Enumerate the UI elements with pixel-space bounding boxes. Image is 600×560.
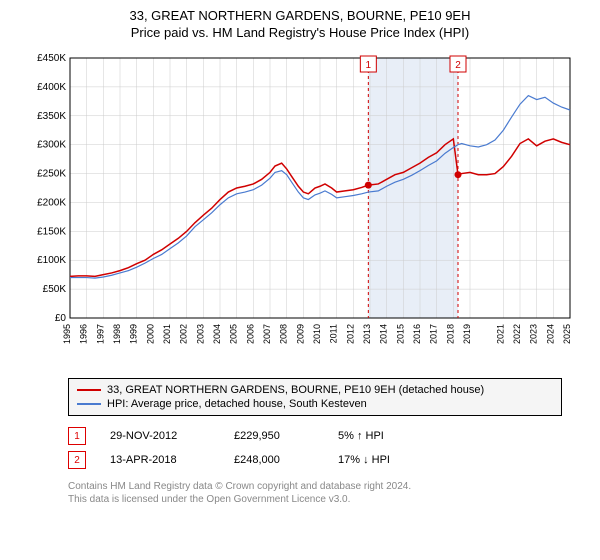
- svg-text:2011: 2011: [329, 324, 339, 343]
- svg-text:2010: 2010: [312, 324, 322, 344]
- svg-text:£400K: £400K: [37, 82, 66, 93]
- price-chart: £0 £50K £100K £150K £200K £250K £300K £350K £400…: [20, 48, 580, 368]
- svg-text:1995: 1995: [62, 324, 72, 344]
- svg-text:2014: 2014: [379, 324, 389, 344]
- legend-row: HPI: Average price, detached house, Sout…: [77, 397, 553, 411]
- chart-title-block: 33, GREAT NORTHERN GARDENS, BOURNE, PE10…: [8, 8, 592, 40]
- svg-text:£50K: £50K: [43, 284, 67, 295]
- legend-swatch: [77, 403, 101, 405]
- svg-text:£450K: £450K: [37, 53, 66, 64]
- title-line2: Price paid vs. HM Land Registry's House …: [8, 25, 592, 40]
- sale-date: 29-NOV-2012: [110, 430, 210, 442]
- svg-text:1998: 1998: [112, 324, 122, 344]
- footer-line1: Contains HM Land Registry data © Crown c…: [68, 480, 562, 493]
- svg-text:£100K: £100K: [37, 255, 66, 266]
- svg-text:1: 1: [366, 60, 372, 71]
- svg-text:2017: 2017: [429, 324, 439, 344]
- footer-note: Contains HM Land Registry data © Crown c…: [68, 480, 562, 506]
- svg-text:2023: 2023: [529, 324, 539, 344]
- svg-text:2022: 2022: [512, 324, 522, 344]
- svg-text:2008: 2008: [279, 324, 289, 344]
- svg-text:2024: 2024: [545, 324, 555, 344]
- sale-row: 2 13-APR-2018 £248,000 17% ↓ HPI: [68, 448, 562, 472]
- svg-text:2003: 2003: [195, 324, 205, 344]
- sale-date: 13-APR-2018: [110, 454, 210, 466]
- svg-text:2013: 2013: [362, 324, 372, 344]
- svg-text:1996: 1996: [79, 324, 89, 344]
- svg-text:1997: 1997: [95, 324, 105, 344]
- sales-table: 1 29-NOV-2012 £229,950 5% ↑ HPI 2 13-APR-2018…: [68, 424, 562, 472]
- svg-text:2019: 2019: [462, 324, 472, 344]
- legend-label: HPI: Average price, detached house, Sout…: [107, 398, 367, 410]
- svg-text:2016: 2016: [412, 324, 422, 344]
- legend-swatch: [77, 389, 101, 391]
- title-line1: 33, GREAT NORTHERN GARDENS, BOURNE, PE10…: [8, 8, 592, 23]
- svg-text:2004: 2004: [212, 324, 222, 344]
- svg-text:2000: 2000: [145, 324, 155, 344]
- sale-price: £229,950: [234, 430, 314, 442]
- svg-text:£0: £0: [55, 313, 67, 324]
- svg-text:2025: 2025: [562, 324, 572, 344]
- svg-text:2009: 2009: [295, 324, 305, 344]
- svg-text:2006: 2006: [245, 324, 255, 344]
- sale-diff: 17% ↓ HPI: [338, 454, 438, 466]
- svg-text:2002: 2002: [179, 324, 189, 344]
- svg-text:£150K: £150K: [37, 226, 66, 237]
- legend-box: 33, GREAT NORTHERN GARDENS, BOURNE, PE10…: [68, 378, 562, 416]
- svg-text:2007: 2007: [262, 324, 272, 344]
- svg-text:2021: 2021: [495, 324, 505, 344]
- svg-text:2: 2: [455, 60, 461, 71]
- svg-text:£350K: £350K: [37, 111, 66, 122]
- footer-line2: This data is licensed under the Open Gov…: [68, 493, 562, 506]
- svg-text:£300K: £300K: [37, 140, 66, 151]
- legend-label: 33, GREAT NORTHERN GARDENS, BOURNE, PE10…: [107, 384, 484, 396]
- svg-text:2018: 2018: [445, 324, 455, 344]
- svg-text:2012: 2012: [345, 324, 355, 344]
- svg-text:2015: 2015: [395, 324, 405, 344]
- sale-row: 1 29-NOV-2012 £229,950 5% ↑ HPI: [68, 424, 562, 448]
- sale-marker: 2: [68, 451, 86, 469]
- svg-text:£200K: £200K: [37, 197, 66, 208]
- sale-marker: 1: [68, 427, 86, 445]
- sale-price: £248,000: [234, 454, 314, 466]
- svg-text:2001: 2001: [162, 324, 172, 344]
- sale-diff: 5% ↑ HPI: [338, 430, 438, 442]
- svg-text:2005: 2005: [229, 324, 239, 344]
- svg-text:£250K: £250K: [37, 169, 66, 180]
- svg-text:1999: 1999: [129, 324, 139, 344]
- legend-row: 33, GREAT NORTHERN GARDENS, BOURNE, PE10…: [77, 383, 553, 397]
